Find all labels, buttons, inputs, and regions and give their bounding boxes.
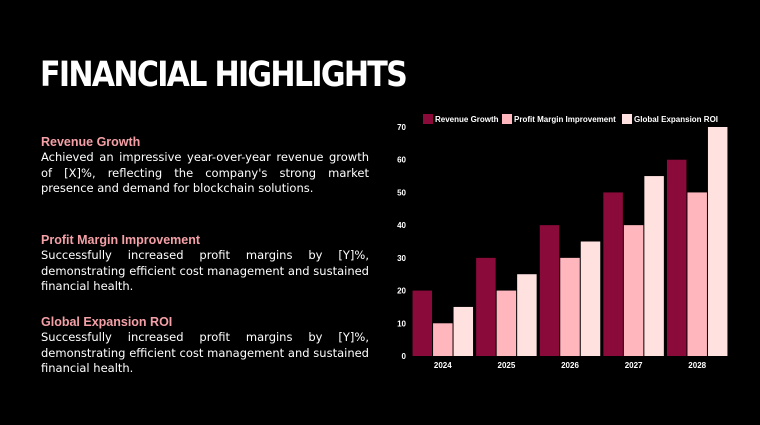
x-tick-label: 2024 [434, 361, 452, 370]
bar [433, 323, 453, 356]
bar [666, 159, 687, 356]
bar [517, 274, 537, 356]
x-tick-label: 2025 [498, 361, 516, 370]
legend-label: Revenue Growth [435, 115, 499, 124]
legend-swatch [423, 114, 433, 124]
y-tick-label: 60 [397, 156, 406, 165]
highlight-heading: Global Expansion ROI [41, 315, 173, 329]
bar [560, 257, 580, 356]
bar [603, 192, 623, 356]
bar [412, 290, 433, 356]
y-tick-label: 10 [397, 319, 406, 328]
bar [496, 290, 517, 356]
bar [580, 241, 601, 356]
bar [453, 306, 474, 356]
y-tick-label: 40 [397, 221, 406, 230]
y-tick-label: 50 [397, 188, 406, 197]
bar [623, 225, 644, 356]
highlight-body: Successfully increased profit margins by… [41, 248, 369, 293]
legend-label: Global Expansion ROI [634, 115, 718, 124]
legend-label: Profit Margin Improvement [514, 115, 616, 124]
x-tick-label: 2028 [688, 361, 706, 370]
legend-swatch [502, 114, 512, 124]
highlight-revenue-growth: Revenue Growth Achieved an impressive ye… [41, 135, 369, 197]
y-tick-label: 30 [397, 254, 406, 263]
bar [476, 257, 496, 356]
x-tick-label: 2027 [625, 361, 643, 370]
x-tick-label: 2026 [561, 361, 579, 370]
legend-swatch [622, 114, 632, 124]
bar [539, 225, 560, 356]
y-tick-label: 0 [402, 352, 407, 361]
bar [644, 176, 664, 356]
highlight-heading: Revenue Growth [41, 135, 141, 149]
y-tick-label: 70 [397, 123, 406, 132]
bar [707, 127, 728, 356]
slide-title: FINANCIAL HIGHLIGHTS [40, 55, 408, 95]
highlight-body: Successfully increased profit margins by… [41, 330, 369, 375]
highlight-profit-margin: Profit Margin Improvement Successfully i… [41, 233, 369, 295]
y-tick-label: 20 [397, 287, 406, 296]
highlight-global-expansion: Global Expansion ROI Successfully increa… [41, 315, 369, 377]
highlight-body: Achieved an impressive year-over-year re… [41, 150, 369, 195]
highlight-heading: Profit Margin Improvement [41, 233, 201, 247]
bar [687, 192, 707, 356]
